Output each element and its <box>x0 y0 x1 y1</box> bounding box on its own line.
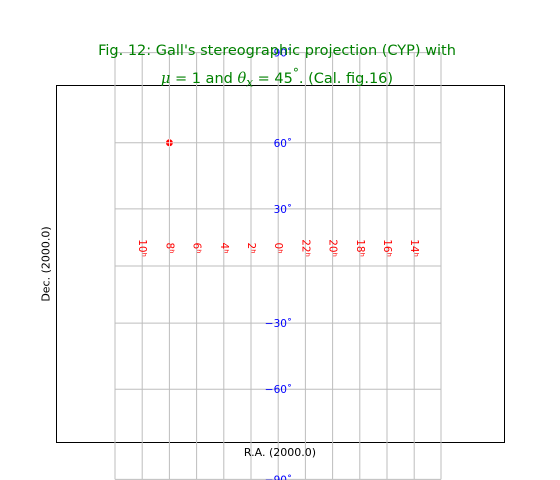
plot-frame <box>56 85 505 443</box>
theta-equation: = 45 <box>253 70 293 87</box>
ra-label-8h: 8ʰ <box>163 243 175 254</box>
grid-lines <box>114 52 442 480</box>
dec-label-30: 30˚ <box>274 204 293 216</box>
title-line-2: μ = 1 and θx = 45°. (Cal. fig.16) <box>0 62 554 94</box>
data-points <box>165 138 174 147</box>
degree-symbol: ° <box>292 66 299 80</box>
theta-symbol: θ <box>237 70 247 87</box>
ra-label-18h: 18ʰ <box>354 239 366 257</box>
mu-symbol: μ <box>160 70 171 87</box>
mu-equation: = 1 and <box>170 70 238 87</box>
dec-label-90: 90˚ <box>274 48 293 60</box>
ra-label-6h: 6ʰ <box>191 243 203 254</box>
dec-label--90: −90˚ <box>265 474 292 480</box>
dec-label-60: 60˚ <box>274 138 293 150</box>
x-axis-label: R.A. (2000.0) <box>243 446 317 459</box>
ra-label-10h: 10ʰ <box>136 239 148 257</box>
ra-label-2h: 2ʰ <box>245 243 257 254</box>
dec-label--30: −30˚ <box>265 318 292 330</box>
tick-labels: 90˚ 60˚ 30˚ −30˚ −60˚ −90˚ 10ʰ 8ʰ 6ʰ 4ʰ 2ʰ 0ʰ 22ʰ 20ʰ… <box>136 48 420 480</box>
ra-label-4h: 4ʰ <box>218 243 230 254</box>
ra-label-16h: 16ʰ <box>381 239 393 257</box>
title-line-1: Fig. 12: Gall's stereographic projection… <box>98 43 456 59</box>
ra-label-0h: 0ʰ <box>272 243 284 254</box>
ra-label-20h: 20ʰ <box>327 239 339 257</box>
dec-label--60: −60˚ <box>265 384 292 396</box>
marker-point-0 <box>165 138 174 147</box>
ra-label-22h: 22ʰ <box>299 239 311 257</box>
title-tail: . (Cal. fig.16) <box>298 70 394 87</box>
figure-title: Fig. 12: Gall's stereographic projection… <box>0 40 554 94</box>
ra-label-14h: 14ʰ <box>408 239 420 257</box>
y-axis-label: Dec. (2000.0) <box>39 226 53 302</box>
theta-subscript: x <box>246 75 253 90</box>
